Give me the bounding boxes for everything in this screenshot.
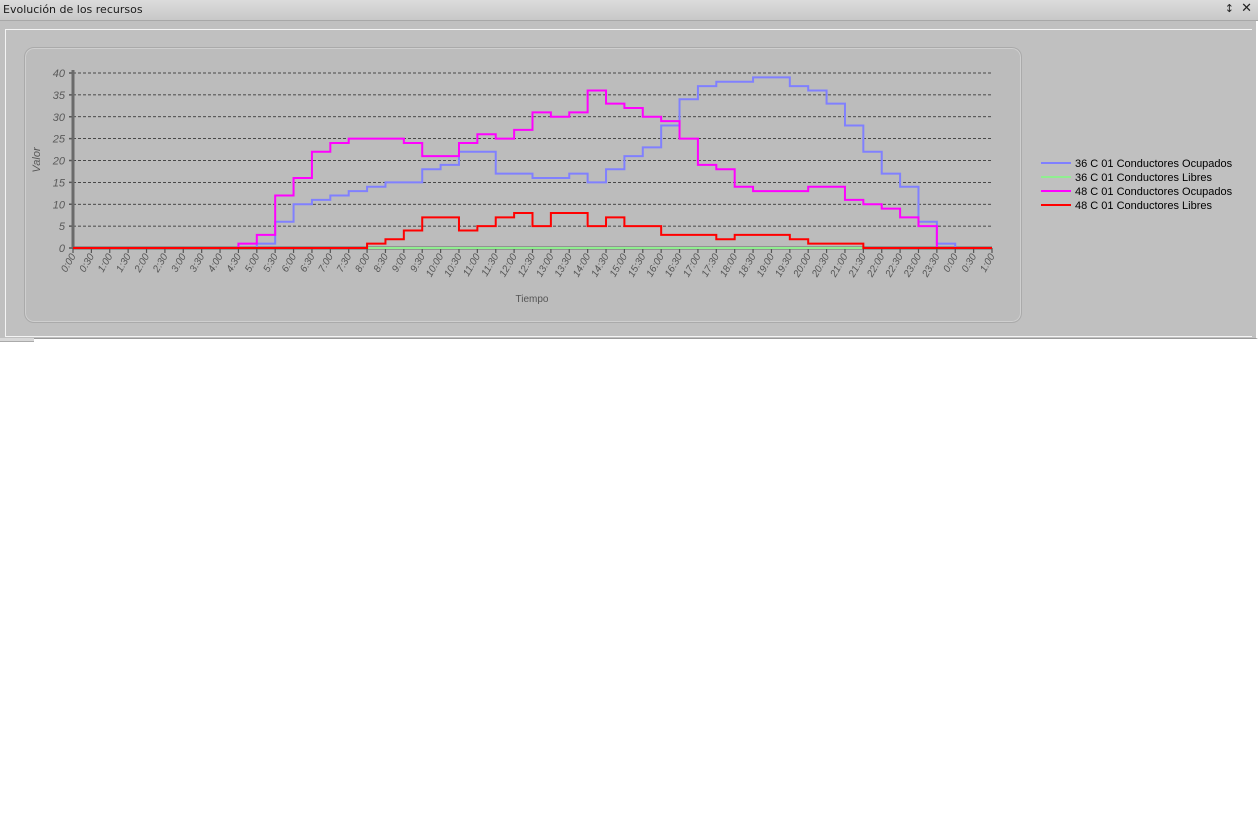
window-titlebar: Evolución de los recursos ↕ ✕ [0,0,1258,21]
y-tick-label: 25 [52,134,66,146]
y-axis-title: Valor [31,146,43,173]
x-tick-label: 10:30 [443,252,465,280]
x-tick-label: 3:00 [170,252,189,275]
x-tick-label: 20:30 [810,252,833,280]
x-tick-label: 23:30 [920,252,943,280]
x-tick-label: 1:30 [114,252,133,275]
x-tick-label: 8:00 [353,252,372,275]
chart-panel-inner [5,29,1252,337]
x-tick-label: 11:00 [461,252,483,279]
y-tick-label: 10 [53,199,66,211]
y-tick-label: 35 [53,90,66,102]
x-tick-label: 0:00 [942,252,961,275]
y-tick-label: 40 [53,68,66,80]
x-tick-label: 21:00 [828,252,851,280]
close-icon[interactable]: ✕ [1241,1,1252,16]
x-tick-label: 6:30 [298,252,317,275]
x-tick-label: 6:00 [280,252,299,275]
x-tick-label: 8:30 [372,252,391,275]
window-title: Evolución de los recursos [3,3,143,16]
x-tick-label: 5:30 [262,252,281,275]
panel-tab [0,338,34,342]
y-tick-label: 15 [53,177,66,189]
x-tick-label: 7:30 [335,252,354,275]
x-tick-label: 2:30 [151,252,171,276]
x-tick-label: 1:00 [978,252,997,275]
x-tick-label: 5:00 [243,252,262,275]
y-tick-label: 20 [52,156,66,168]
x-tick-label: 9:00 [390,252,409,275]
x-tick-label: 23:00 [902,252,925,280]
x-tick-label: 4:00 [206,252,225,275]
y-tick-label: 0 [59,243,66,255]
legend-entry: 48 C 01 Conductores Ocupados [1075,186,1233,198]
legend-entry: 36 C 01 Conductores Libres [1075,172,1212,184]
x-tick-label: 0:00 [59,252,78,275]
x-tick-label: 22:30 [883,252,906,280]
series-line-4 [73,212,992,249]
series-line-1 [73,76,992,249]
pin-icon[interactable]: ↕ [1224,2,1234,15]
chart-frame [24,47,1022,323]
x-tick-label: 4:30 [225,252,244,275]
x-tick-label: 3:30 [188,252,207,275]
y-tick-label: 30 [53,112,66,124]
y-tick-label: 5 [59,221,66,233]
x-axis-title: Tiempo [516,294,549,305]
legend-entry: 48 C 01 Conductores Libres [1075,200,1212,212]
x-tick-label: 7:00 [317,252,336,275]
x-tick-label: 20:00 [791,252,814,280]
series-line-3 [73,89,992,249]
x-tick-label: 22:00 [865,252,888,280]
x-tick-label: 0:30 [78,252,97,275]
x-tick-label: 21:30 [846,252,869,280]
x-tick-label: 0:30 [960,252,979,275]
x-tick-label: 1:00 [96,252,115,275]
legend-entry: 36 C 01 Conductores Ocupados [1075,158,1233,170]
x-tick-label: 2:00 [132,252,152,276]
